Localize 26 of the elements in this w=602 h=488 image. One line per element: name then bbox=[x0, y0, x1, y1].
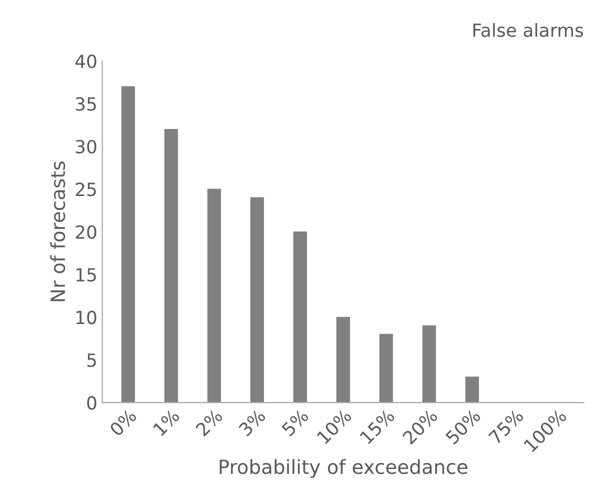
chart-title: False alarms bbox=[473, 23, 584, 38]
bar bbox=[250, 197, 264, 403]
x-tick-label: 0% bbox=[108, 408, 138, 437]
y-tick-label: 25 bbox=[76, 182, 96, 196]
bar bbox=[293, 231, 307, 403]
x-tick-label: 5% bbox=[281, 408, 310, 437]
y-tick-label: 0 bbox=[87, 396, 96, 410]
bar bbox=[336, 316, 350, 403]
y-tick-label: 5 bbox=[87, 354, 96, 368]
y-tick-label: 20 bbox=[76, 225, 96, 239]
x-tick-label: 1% bbox=[152, 408, 180, 436]
x-tick-label: 2% bbox=[195, 408, 224, 437]
bar bbox=[465, 376, 479, 403]
y-tick-label: 35 bbox=[76, 97, 96, 111]
bar bbox=[379, 334, 393, 403]
y-axis-title: Nr of forecasts bbox=[50, 162, 66, 302]
y-tick-label: 10 bbox=[76, 310, 96, 324]
y-tick-label: 30 bbox=[76, 140, 96, 154]
bar bbox=[164, 128, 178, 403]
x-axis-title: Probability of exceedance bbox=[220, 459, 468, 478]
bar bbox=[422, 325, 436, 403]
bar bbox=[207, 188, 221, 403]
bar bbox=[121, 86, 135, 403]
x-tick-label: 3% bbox=[238, 408, 266, 437]
y-tick-label: 15 bbox=[76, 268, 96, 282]
y-tick-label: 40 bbox=[75, 54, 96, 68]
